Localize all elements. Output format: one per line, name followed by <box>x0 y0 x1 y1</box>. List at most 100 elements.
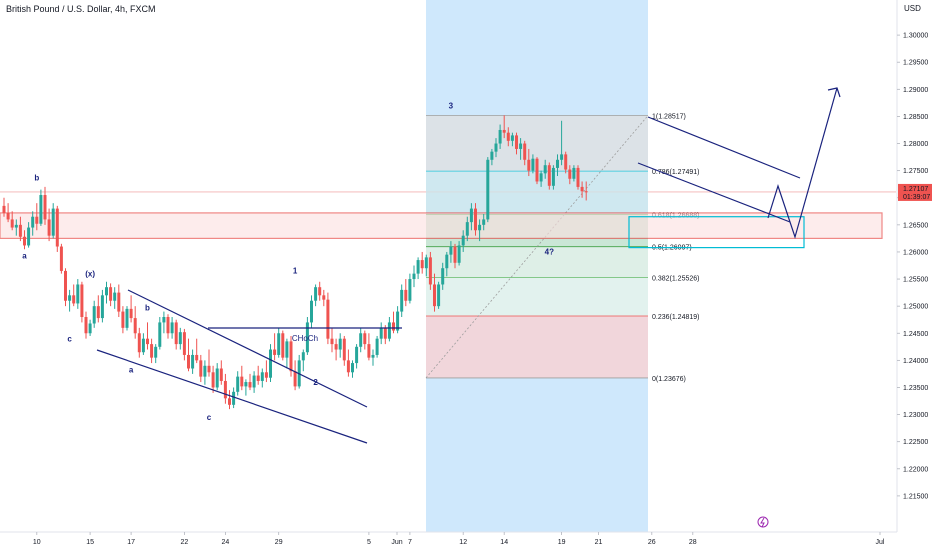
candle <box>523 140 527 166</box>
candle-body <box>55 208 59 247</box>
y-tick-label: 1.29000 <box>903 87 928 94</box>
candle <box>404 279 408 307</box>
price-badge-countdown: 01:39:07 <box>903 194 930 201</box>
candle <box>437 281 441 309</box>
candle <box>490 148 494 166</box>
candle <box>178 327 182 350</box>
candle-body <box>490 151 494 160</box>
candle <box>482 214 486 231</box>
candle <box>531 154 535 174</box>
candle-body <box>125 308 129 328</box>
candle <box>51 203 55 239</box>
candle <box>215 363 219 391</box>
candle <box>297 354 301 389</box>
fib-level-label: 0.382(1.25526) <box>652 276 699 283</box>
candle-body <box>543 165 547 174</box>
candle <box>80 281 84 323</box>
candle <box>252 371 256 393</box>
candle <box>338 333 342 358</box>
candle-body <box>228 398 231 405</box>
candle-body <box>47 219 51 236</box>
wave-label: c <box>207 413 212 422</box>
candle <box>461 230 465 252</box>
candle-body <box>576 167 580 187</box>
candle <box>330 327 334 353</box>
y-tick-label: 1.21500 <box>903 493 928 500</box>
candle-body <box>412 273 416 280</box>
candle <box>113 287 117 309</box>
y-tick-label: 1.30000 <box>903 33 928 40</box>
y-tick-label: 1.26000 <box>903 249 928 256</box>
candle-body <box>178 332 182 345</box>
candle-body <box>240 376 244 387</box>
candle-body <box>273 349 277 355</box>
candle-body <box>560 154 564 160</box>
lightning-icon-ring <box>757 516 769 528</box>
candle-body <box>170 322 174 334</box>
channel-lower-line <box>96 349 368 444</box>
channel-upper-line <box>127 289 368 408</box>
candle <box>510 132 514 147</box>
candle <box>223 373 227 404</box>
channel-upper-line <box>647 116 801 179</box>
candle <box>72 284 76 307</box>
candle-body <box>371 354 375 358</box>
wave-label: CHoCh <box>292 334 318 343</box>
candle-body <box>117 292 121 312</box>
candle-body <box>207 365 211 373</box>
wave-label: 2 <box>313 378 318 387</box>
candle <box>551 165 555 190</box>
candle <box>322 289 326 307</box>
candle <box>285 338 289 369</box>
candle-body <box>289 341 293 372</box>
candle-body <box>498 129 502 144</box>
candle <box>420 251 424 274</box>
x-tick-label: 12 <box>459 539 467 546</box>
candle-body <box>59 246 63 271</box>
candle <box>166 314 170 339</box>
candle <box>207 349 211 377</box>
channel-lower-line <box>637 162 791 223</box>
candle <box>211 365 215 393</box>
arrow-head <box>827 87 841 98</box>
candle <box>256 365 260 385</box>
candle <box>2 197 6 217</box>
candle-body <box>195 354 199 361</box>
candle-body <box>35 216 39 224</box>
candle-body <box>248 382 252 388</box>
candle <box>129 295 133 323</box>
candle <box>96 295 100 323</box>
candle <box>396 306 400 334</box>
candle-body <box>531 158 535 171</box>
candle-body <box>256 375 260 381</box>
y-tick-label: 1.28000 <box>903 141 928 148</box>
candle-body <box>334 344 338 350</box>
y-tick-label: 1.22500 <box>903 439 928 446</box>
candle <box>76 279 80 309</box>
candle <box>150 338 154 364</box>
candle <box>371 349 375 366</box>
candle-body <box>310 300 313 323</box>
candle-body <box>64 270 67 301</box>
candle-body <box>31 216 35 228</box>
candle <box>535 157 539 185</box>
candle-body <box>305 322 309 353</box>
candle-body <box>363 333 367 345</box>
y-tick-label: 1.29500 <box>903 60 928 67</box>
candle <box>527 148 531 177</box>
candle <box>314 284 318 307</box>
candle <box>92 300 96 328</box>
candle <box>105 281 108 304</box>
candle <box>121 306 125 334</box>
candle <box>10 211 14 231</box>
candle-body <box>330 338 334 345</box>
candle-body <box>355 346 359 364</box>
candle-body <box>84 317 88 334</box>
y-tick-label: 1.26500 <box>903 222 928 229</box>
projected-wave-path <box>767 87 838 240</box>
candle-body <box>346 360 350 373</box>
candle-body <box>519 143 523 149</box>
lightning-icon-bolt <box>760 517 765 528</box>
candle-body <box>486 159 490 220</box>
